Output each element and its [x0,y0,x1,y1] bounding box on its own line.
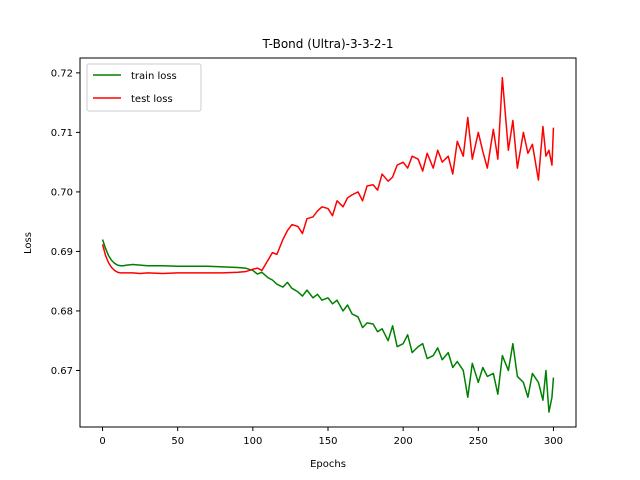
series-line-test-loss [101,76,555,275]
legend-label-test-loss: test loss [131,94,173,105]
y-tick-label: 0.67 [51,366,73,377]
y-axis-ticks: 0.67 0.68 0.69 0.70 0.71 0.72 [51,68,80,377]
y-tick-label: 0.70 [51,187,73,198]
chart-title: T-Bond (Ultra)-3-3-2-1 [261,37,393,51]
x-tick-label: 250 [469,436,488,447]
x-tick-label: 0 [99,436,105,447]
y-tick-label: 0.71 [51,128,73,139]
x-axis-label: Epochs [310,459,346,470]
x-tick-label: 150 [318,436,337,447]
plot-lines [101,76,555,413]
y-tick-label: 0.68 [51,306,73,317]
legend-label-train-loss: train loss [131,71,177,82]
x-tick-label: 50 [171,436,184,447]
y-axis-label: Loss [23,232,34,254]
legend: train loss test loss [86,63,202,112]
series-line-train-loss [101,239,555,413]
x-tick-label: 300 [544,436,563,447]
y-tick-label: 0.69 [51,247,73,258]
x-tick-label: 200 [394,436,413,447]
x-axis-ticks: 0 50 100 150 200 250 300 [99,427,563,447]
x-tick-label: 100 [243,436,262,447]
y-tick-label: 0.72 [51,68,73,79]
